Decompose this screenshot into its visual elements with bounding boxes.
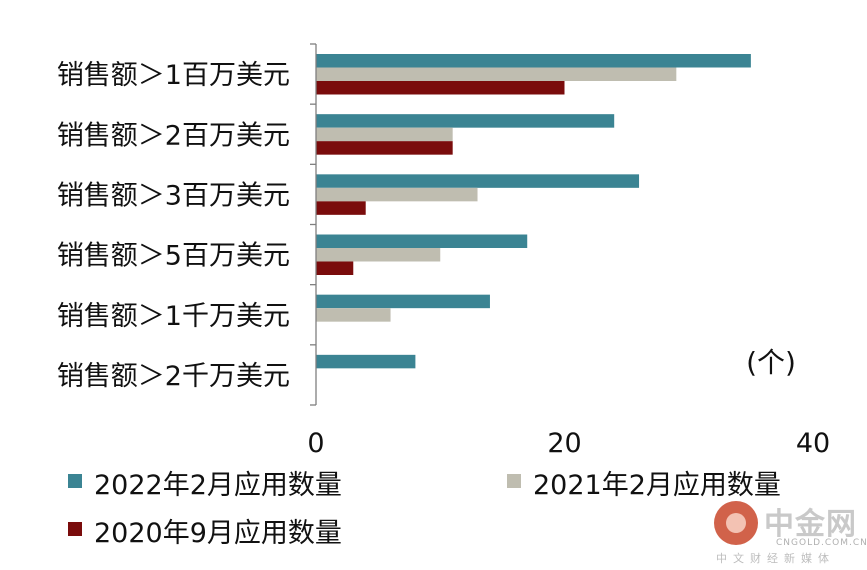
bar-1-2 xyxy=(316,187,478,202)
legend-item-2020: 2020年9月应用数量 xyxy=(68,511,342,550)
watermark-brand: 中金网 xyxy=(764,507,857,542)
category-label: 销售额＞5百万美元 xyxy=(57,241,290,272)
brand-logo-icon xyxy=(714,501,758,545)
legend-item-2022: 2022年2月应用数量 xyxy=(68,463,342,502)
legend-label-2021: 2021年2月应用数量 xyxy=(533,470,781,501)
category-label: 销售额＞1千万美元 xyxy=(57,301,290,332)
bar-2-0 xyxy=(316,81,565,95)
legend-item-2021: 2021年2月应用数量 xyxy=(507,463,781,502)
watermark: 中金网 CNGOLD.COM.CN 中文财经新媒体 xyxy=(706,495,867,565)
category-label: 销售额＞1百万美元 xyxy=(57,60,290,91)
bar-0-5 xyxy=(316,354,416,369)
category-label: 销售额＞3百万美元 xyxy=(57,180,290,211)
legend-swatch-2021 xyxy=(507,473,521,488)
legend-swatch-2020 xyxy=(68,521,82,536)
bar-0-1 xyxy=(316,114,615,128)
bar-0-2 xyxy=(316,174,640,188)
bar-0-3 xyxy=(316,234,528,248)
bar-2-2 xyxy=(316,201,366,215)
x-tick-label: 40 xyxy=(796,428,830,459)
bar-2-3 xyxy=(316,261,354,275)
bar-2-1 xyxy=(316,141,453,155)
x-tick-label: 20 xyxy=(547,428,581,459)
watermark-tagline: 中文财经新媒体 xyxy=(716,552,835,565)
bar-0-0 xyxy=(316,54,751,68)
legend-label-2020: 2020年9月应用数量 xyxy=(94,518,342,549)
unit-label: (个) xyxy=(746,346,796,379)
watermark-domain: CNGOLD.COM.CN xyxy=(776,538,867,548)
bar-1-1 xyxy=(316,127,453,142)
category-label: 销售额＞2千万美元 xyxy=(57,361,290,392)
legend-swatch-2022 xyxy=(68,473,82,488)
bar-1-0 xyxy=(316,67,677,81)
legend-label-2022: 2022年2月应用数量 xyxy=(94,470,342,501)
bar-1-3 xyxy=(316,248,441,262)
x-tick-label: 0 xyxy=(307,428,324,459)
bar-1-4 xyxy=(316,308,391,322)
bar-0-4 xyxy=(316,294,490,309)
category-label: 销售额＞2百万美元 xyxy=(57,120,290,151)
